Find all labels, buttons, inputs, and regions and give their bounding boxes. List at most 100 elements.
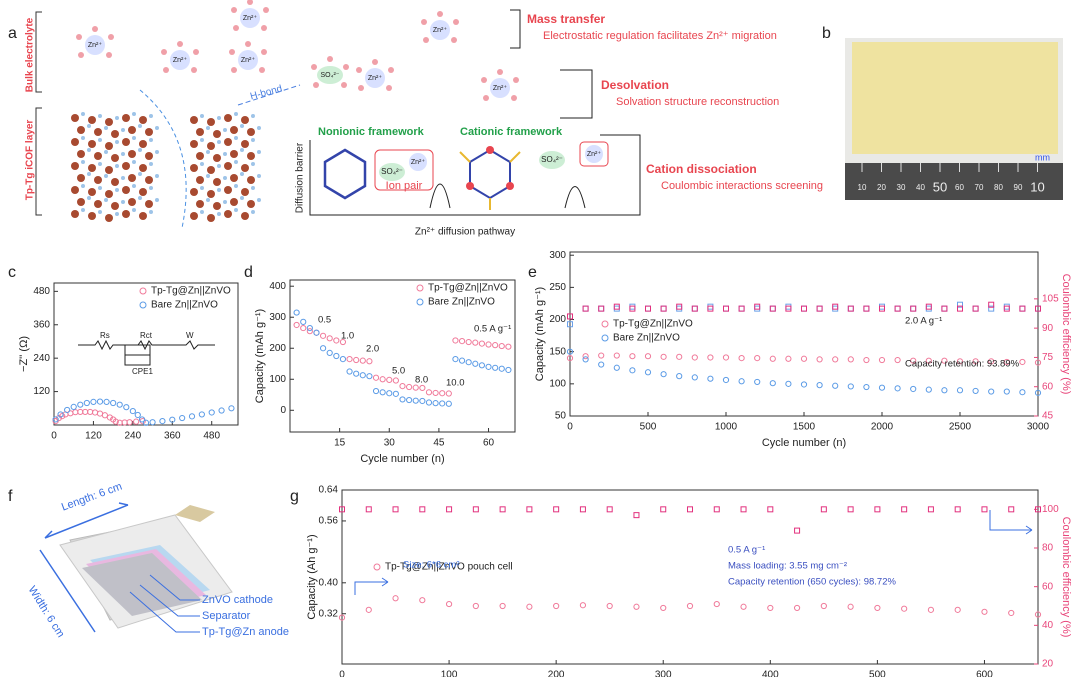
cof-atom xyxy=(122,210,130,218)
point xyxy=(800,355,808,362)
circuit-label: Rct xyxy=(140,331,153,340)
point xyxy=(691,354,698,361)
water xyxy=(92,26,98,32)
cof-atom xyxy=(155,150,159,154)
cof-atom xyxy=(149,162,153,166)
label: Length: 6 cm xyxy=(60,481,124,514)
point xyxy=(847,506,854,513)
x-tick-label: 500 xyxy=(640,422,657,433)
point xyxy=(82,408,89,416)
point xyxy=(713,506,720,513)
cof-atom xyxy=(240,172,244,176)
point xyxy=(687,506,693,513)
axis xyxy=(309,140,620,216)
water xyxy=(76,34,82,40)
point xyxy=(832,382,839,389)
point xyxy=(372,387,380,395)
cof-atom xyxy=(257,126,261,130)
cof-atom xyxy=(240,148,244,152)
point xyxy=(386,390,393,397)
y-tick-label: 200 xyxy=(549,314,566,325)
water xyxy=(513,77,519,83)
point xyxy=(579,506,586,513)
cof-atom xyxy=(213,202,221,210)
point xyxy=(972,387,979,395)
cof-atom xyxy=(213,130,221,138)
x-tick-label: 360 xyxy=(164,431,181,442)
cof-atom xyxy=(138,196,142,200)
cof-atom xyxy=(115,188,119,192)
legend-label: Tp-Tg@Zn||ZnVO xyxy=(151,286,231,297)
point xyxy=(319,345,327,352)
point xyxy=(57,411,64,418)
point xyxy=(582,305,589,312)
cof-atom xyxy=(145,176,153,184)
point xyxy=(954,606,961,613)
point xyxy=(412,384,419,391)
cof-atom xyxy=(88,164,96,172)
water xyxy=(343,64,349,70)
water xyxy=(106,52,112,58)
arrow xyxy=(354,577,389,595)
point xyxy=(392,595,399,602)
annotation: 0.5 A g⁻¹ xyxy=(474,324,511,335)
point xyxy=(432,389,439,397)
x-tick-label: 1000 xyxy=(715,422,738,433)
water xyxy=(191,67,197,73)
ion-label: Zn²⁺ xyxy=(243,15,258,22)
cof-atom xyxy=(145,200,153,208)
label: Cation dissociation xyxy=(646,162,757,176)
point xyxy=(55,414,63,422)
point xyxy=(64,406,71,414)
point xyxy=(129,407,136,415)
point xyxy=(432,400,439,407)
point xyxy=(452,356,459,363)
point xyxy=(660,506,667,513)
annotation: 2.0 xyxy=(366,344,379,355)
cof-atom xyxy=(241,116,249,124)
point xyxy=(149,419,156,426)
cof-atom xyxy=(128,126,136,134)
label: Diffusion barrier xyxy=(295,142,306,213)
point xyxy=(927,606,935,613)
point xyxy=(801,305,807,312)
water xyxy=(356,67,362,73)
cof-atom xyxy=(122,138,130,146)
legend-marker xyxy=(139,287,147,295)
point xyxy=(722,376,730,384)
ion-label: Zn²⁺ xyxy=(587,151,602,158)
point xyxy=(691,305,698,312)
cof-atom xyxy=(128,150,136,158)
cof-atom xyxy=(121,128,125,132)
point xyxy=(910,305,917,312)
point xyxy=(208,409,215,416)
point xyxy=(722,354,730,361)
point xyxy=(306,328,313,335)
point xyxy=(566,355,574,362)
ion-label: Zn²⁺ xyxy=(368,75,383,82)
cof-atom xyxy=(104,126,108,130)
cof-atom xyxy=(196,200,204,208)
cof-atom xyxy=(155,174,159,178)
point xyxy=(738,378,745,385)
point xyxy=(629,367,636,374)
cof-atom xyxy=(247,152,255,160)
water xyxy=(483,95,489,101)
point xyxy=(526,603,533,610)
point xyxy=(425,389,433,396)
water xyxy=(231,67,237,73)
cof-atom xyxy=(223,200,227,204)
point xyxy=(365,506,372,513)
point xyxy=(91,409,99,416)
ruler-label: 80 xyxy=(994,183,1003,192)
point xyxy=(629,353,636,360)
point xyxy=(439,400,446,407)
cof-atom xyxy=(71,186,79,194)
cof-atom xyxy=(81,160,85,164)
cof-atom xyxy=(155,126,159,130)
cof-atom xyxy=(196,152,204,160)
cof-atom xyxy=(122,162,130,170)
point xyxy=(1019,305,1026,312)
cof-atom xyxy=(122,114,130,122)
water xyxy=(437,11,443,17)
